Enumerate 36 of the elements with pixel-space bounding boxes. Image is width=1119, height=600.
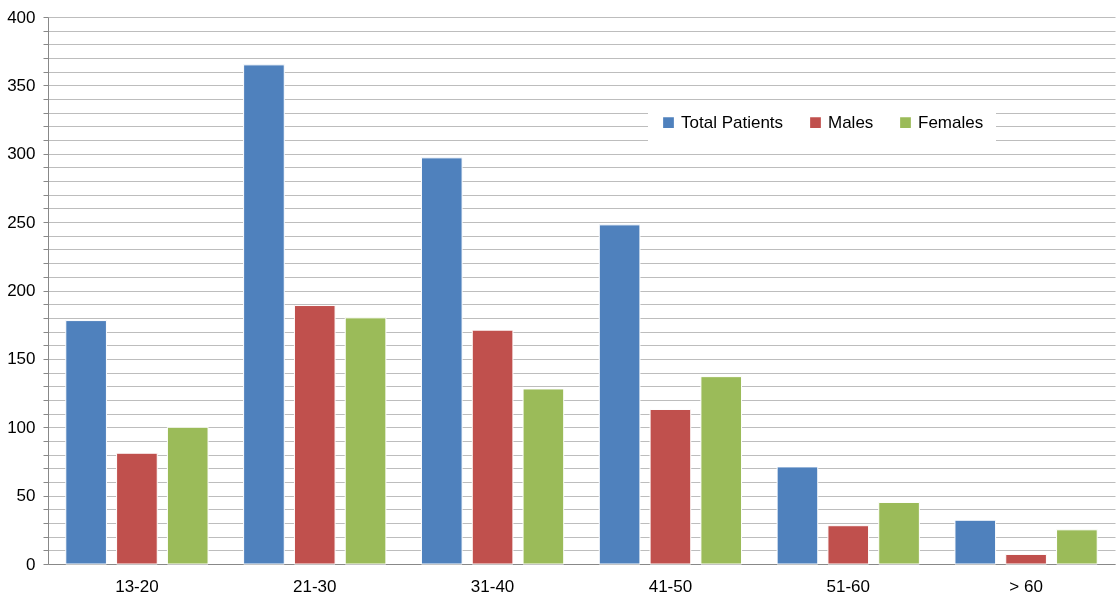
x-tick-label: 21-30 [293,576,337,596]
x-tick-label: 41-50 [648,576,693,596]
bar [700,376,743,565]
bar [827,525,870,565]
bar [598,224,641,565]
y-tick-label: 300 [7,144,36,164]
bar [293,305,336,565]
bar [116,452,158,565]
bar [878,501,920,565]
y-tick-label: 350 [7,75,36,95]
bar [471,329,514,565]
y-tick-label: 400 [7,7,36,27]
legend-label: Females [918,112,984,132]
y-tick-label: 100 [7,417,36,437]
legend-label: Total Patients [681,112,784,132]
y-tick-label: 200 [7,281,36,300]
x-tick-label: 51-60 [826,576,870,596]
y-tick-label: 150 [7,349,36,369]
bar [522,388,565,565]
y-tick-label: 0 [26,554,36,574]
x-tick-label: 13-20 [115,576,159,596]
y-tick-label: 250 [7,212,36,232]
bar [344,317,387,565]
bar [166,426,209,565]
bar [1056,529,1098,565]
x-tick-label: 31-40 [470,576,515,596]
y-tick-label: 50 [16,486,36,506]
bar [243,64,285,565]
bar [776,466,819,565]
x-tick-label: > 60 [1009,576,1043,596]
bar [420,157,463,565]
bar [65,320,107,565]
bar [954,519,997,565]
bar [1005,553,1047,565]
bar [649,408,692,565]
legend-label: Males [828,112,874,132]
